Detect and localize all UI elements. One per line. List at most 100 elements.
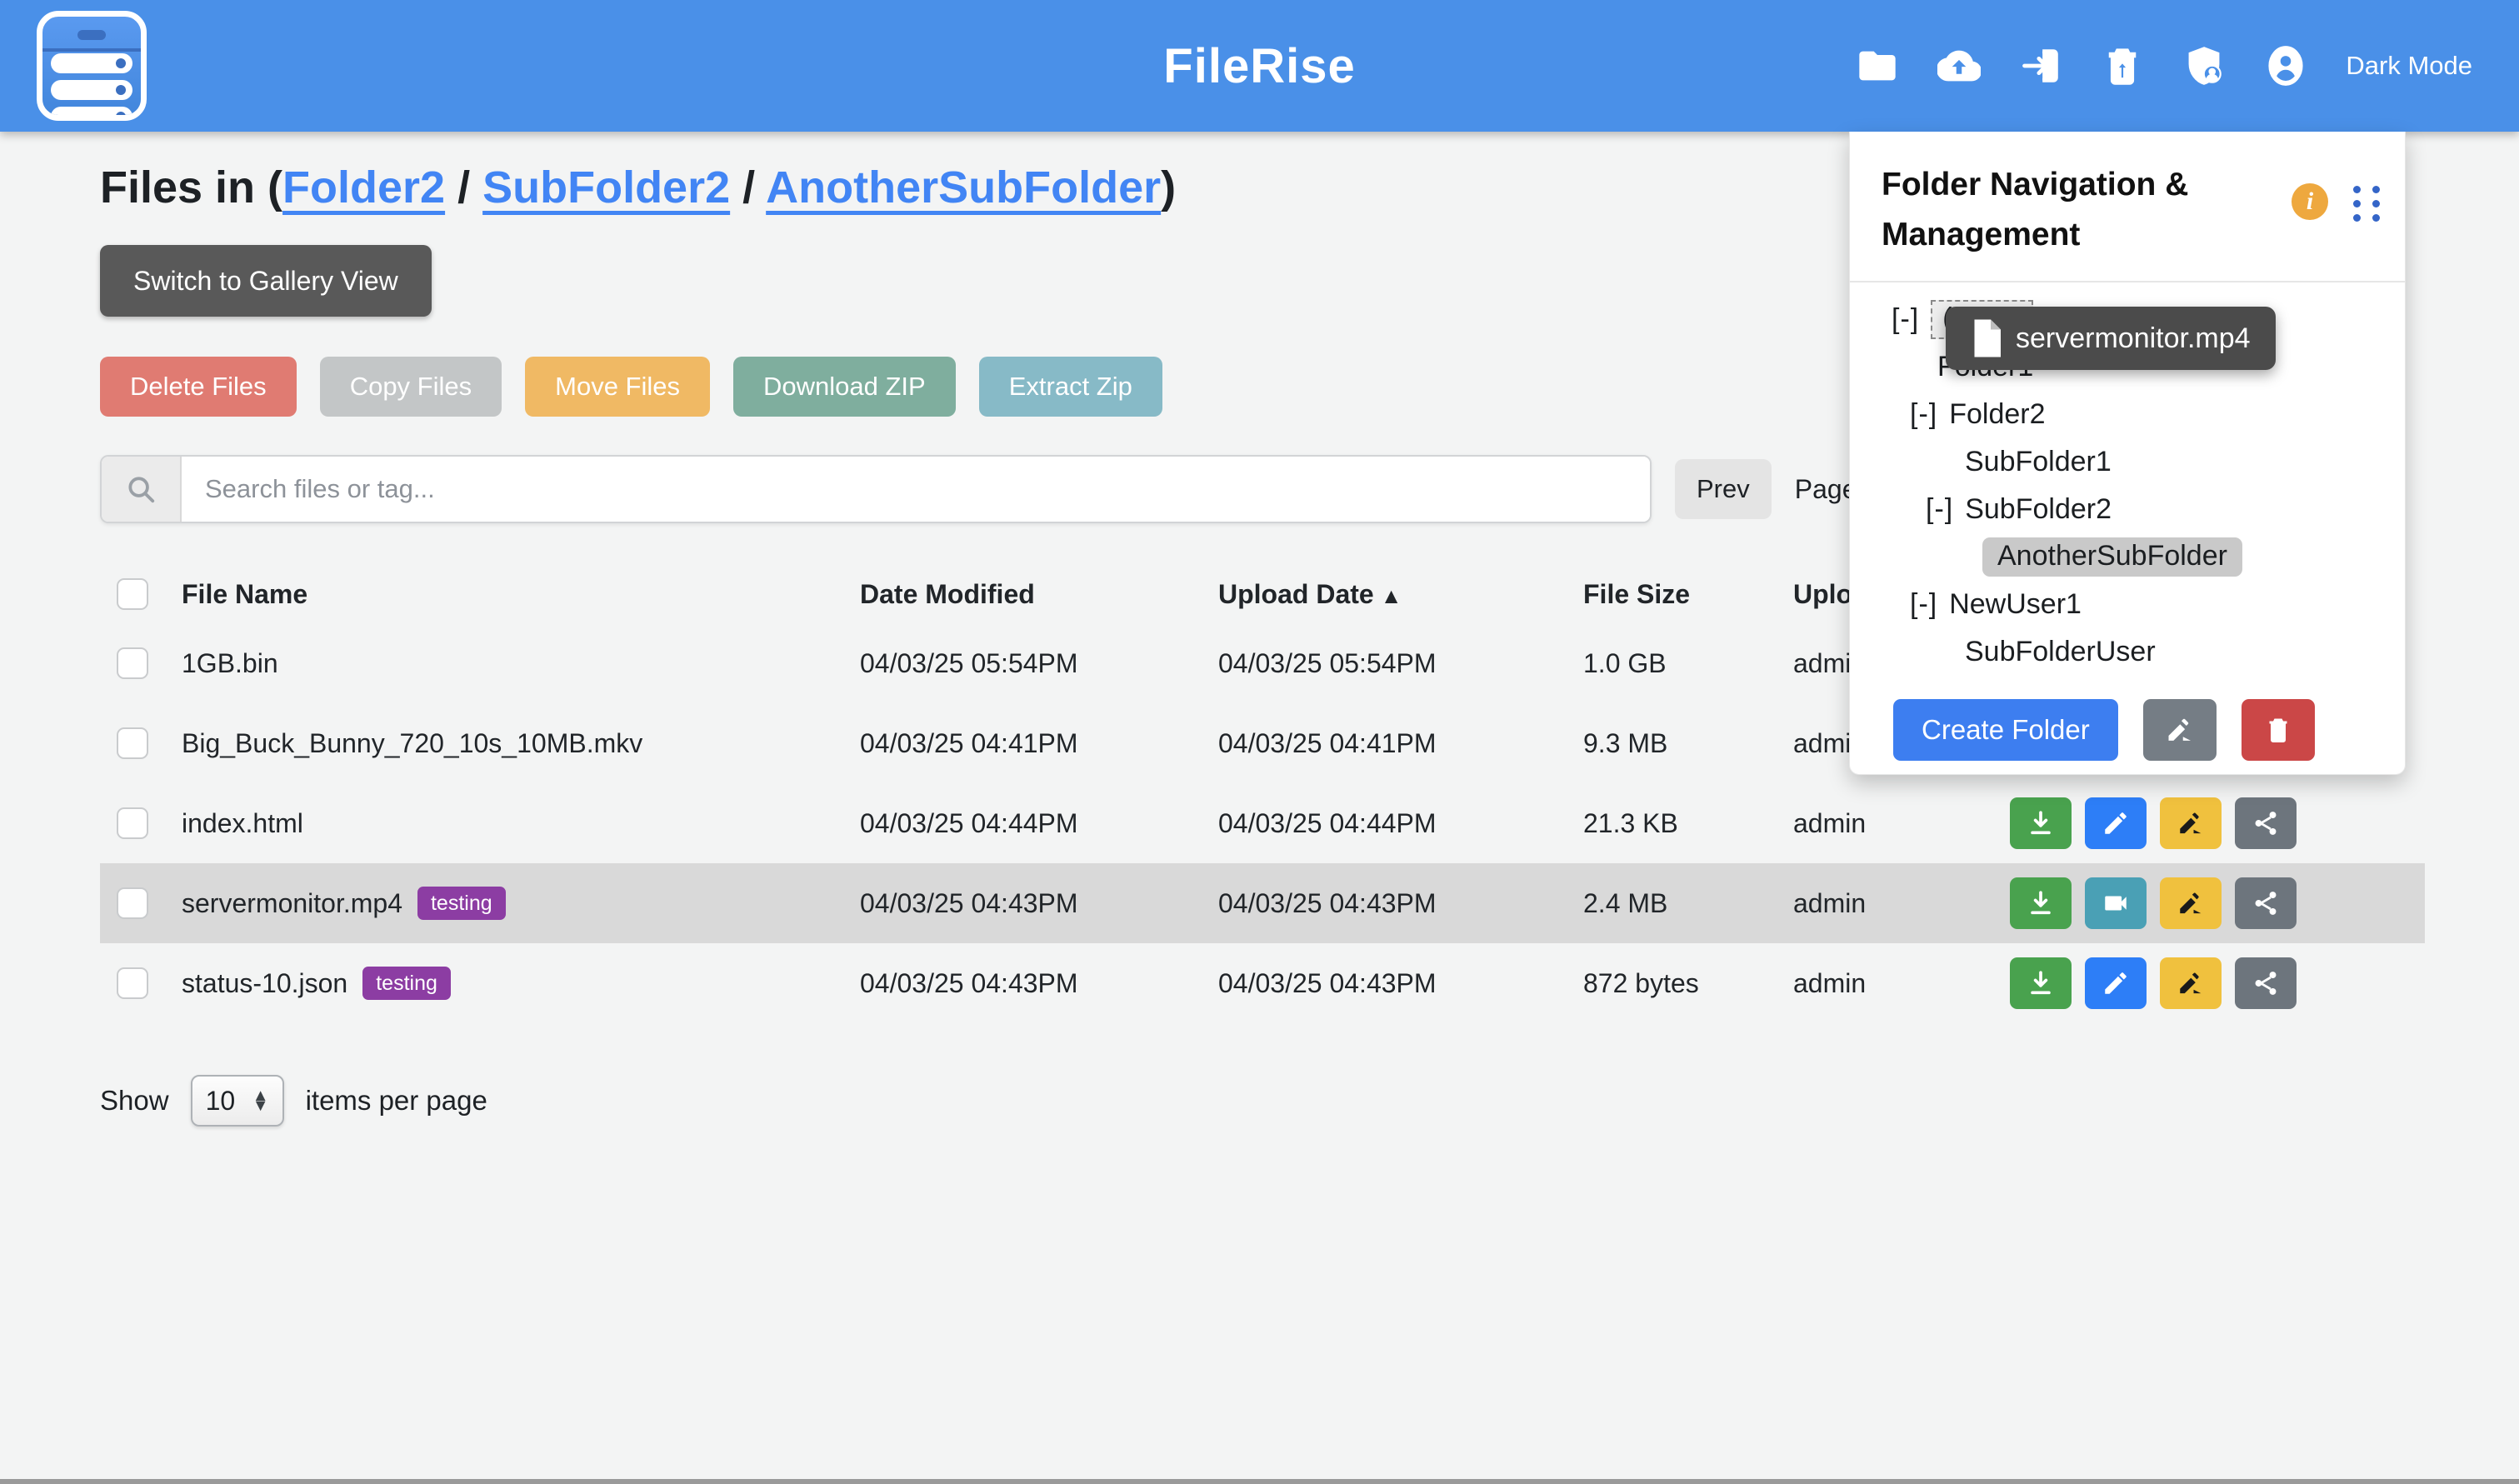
tree-item-newuser1[interactable]: [-] NewUser1: [1850, 581, 2405, 628]
tree-label[interactable]: Folder2: [1949, 397, 2046, 430]
file-name[interactable]: Big_Buck_Bunny_720_10s_10MB.mkv: [182, 727, 643, 758]
file-size: 9.3 MB: [1583, 727, 1668, 758]
create-folder-button[interactable]: Create Folder: [1893, 698, 2118, 761]
breadcrumb-link-folder2[interactable]: Folder2: [282, 162, 446, 212]
column-header-uploaded[interactable]: Upload Date ▲: [1218, 578, 1402, 609]
share-icon[interactable]: [2235, 797, 2297, 849]
file-icon: [1974, 319, 2001, 357]
tree-item-anothersubfolder[interactable]: AnotherSubFolder: [1850, 533, 2405, 581]
collapse-toggle[interactable]: [-]: [1910, 397, 1938, 430]
rename-icon[interactable]: [2160, 797, 2222, 849]
date-modified: 04/03/25 04:43PM: [860, 967, 1078, 998]
collapse-toggle[interactable]: [-]: [1910, 587, 1938, 620]
delete-folder-button[interactable]: [2241, 698, 2315, 761]
tree-label[interactable]: SubFolderUser: [1965, 635, 2156, 667]
table-header-row: File Name Date Modified Upload Date ▲ Fil…: [100, 565, 2425, 623]
delete-files-button[interactable]: Delete Files: [100, 357, 297, 417]
share-icon[interactable]: [2235, 957, 2297, 1009]
table-row-selected: servermonitor.mp4 testing 04/03/25 04:43P…: [100, 863, 2425, 943]
uploader: admin: [1793, 967, 1867, 998]
breadcrumb-link-anothersubfolder[interactable]: AnotherSubFolder: [766, 162, 1162, 212]
file-name[interactable]: servermonitor.mp4: [182, 887, 402, 918]
collapse-toggle[interactable]: [-]: [1892, 302, 1920, 335]
drag-ghost-label: servermonitor.mp4: [2016, 322, 2251, 354]
file-size: 1.0 GB: [1583, 647, 1667, 678]
crumb-separator: /: [730, 162, 767, 212]
extract-zip-button[interactable]: Extract Zip: [978, 357, 1162, 417]
cloud-upload-icon[interactable]: [1937, 44, 1982, 87]
crumb-separator: /: [445, 162, 483, 212]
uploader: admin: [1793, 807, 1867, 838]
filerise-logo-icon[interactable]: [37, 11, 147, 121]
app-title: FileRise: [1163, 38, 1356, 93]
tree-label[interactable]: SubFolder2: [1965, 492, 2112, 525]
rename-icon[interactable]: [2160, 877, 2222, 929]
items-per-page-label: items per page: [305, 1085, 487, 1116]
tree-item-subfolderuser[interactable]: SubFolderUser: [1850, 628, 2405, 676]
upload-date: 04/03/25 04:44PM: [1218, 807, 1437, 838]
download-icon[interactable]: [2010, 877, 2072, 929]
download-icon[interactable]: [2010, 797, 2072, 849]
rename-folder-button[interactable]: [2142, 698, 2217, 761]
download-zip-button[interactable]: Download ZIP: [733, 357, 956, 417]
copy-files-button[interactable]: Copy Files: [319, 357, 502, 417]
tree-item-folder2[interactable]: [-] Folder2: [1850, 391, 2405, 438]
search-icon: [102, 457, 182, 522]
tree-label-selected[interactable]: AnotherSubFolder: [1982, 537, 2242, 577]
row-checkbox[interactable]: [117, 887, 148, 919]
share-icon[interactable]: [2235, 877, 2297, 929]
column-header-size[interactable]: File Size: [1583, 578, 1691, 609]
tree-item-subfolder1[interactable]: SubFolder1: [1850, 438, 2405, 486]
show-label: Show: [100, 1085, 169, 1116]
uploader: admin: [1793, 887, 1867, 918]
crumb-suffix: ): [1161, 162, 1177, 212]
edit-icon[interactable]: [2085, 797, 2147, 849]
user-circle-icon[interactable]: [2264, 44, 2307, 87]
file-size: 2.4 MB: [1583, 887, 1668, 918]
items-per-page-select[interactable]: 10 ▲ ▼: [190, 1075, 284, 1127]
file-name[interactable]: status-10.json: [182, 967, 348, 998]
file-name[interactable]: index.html: [182, 807, 303, 838]
download-icon[interactable]: [2010, 957, 2072, 1009]
row-checkbox[interactable]: [117, 647, 148, 679]
info-icon[interactable]: i: [2292, 183, 2328, 220]
dark-mode-toggle[interactable]: Dark Mode: [2346, 51, 2472, 80]
upload-date: 04/03/25 04:43PM: [1218, 887, 1437, 918]
upload-date: 04/03/25 05:54PM: [1218, 647, 1437, 678]
folder-icon[interactable]: [1856, 44, 1899, 87]
column-header-name[interactable]: File Name: [182, 578, 308, 609]
date-modified: 04/03/25 04:43PM: [860, 887, 1078, 918]
prev-page-button[interactable]: Prev: [1675, 459, 1772, 519]
tag-badge: testing: [417, 887, 506, 920]
tree-label[interactable]: SubFolder1: [1965, 445, 2112, 477]
move-files-button[interactable]: Move Files: [525, 357, 710, 417]
login-icon[interactable]: [2019, 44, 2062, 87]
collapse-toggle[interactable]: [-]: [1926, 492, 1954, 525]
search-input[interactable]: [182, 457, 1650, 522]
select-stepper-icon: ▲ ▼: [252, 1086, 269, 1115]
date-modified: 04/03/25 05:54PM: [860, 647, 1078, 678]
shield-user-icon[interactable]: [2182, 44, 2226, 87]
date-modified: 04/03/25 04:44PM: [860, 807, 1078, 838]
column-header-modified[interactable]: Date Modified: [860, 578, 1035, 609]
row-checkbox[interactable]: [117, 727, 148, 759]
drag-handle-icon[interactable]: [2350, 183, 2383, 223]
edit-icon[interactable]: [2085, 957, 2147, 1009]
crumb-prefix: Files in (: [100, 162, 283, 212]
drag-ghost-tooltip: servermonitor.mp4: [1946, 307, 2276, 370]
file-size: 21.3 KB: [1583, 807, 1678, 838]
select-all-checkbox[interactable]: [117, 578, 148, 610]
file-size: 872 bytes: [1583, 967, 1699, 998]
row-checkbox[interactable]: [117, 967, 148, 999]
breadcrumb-link-subfolder2[interactable]: SubFolder2: [482, 162, 731, 212]
file-name[interactable]: 1GB.bin: [182, 647, 278, 678]
upload-date: 04/03/25 04:41PM: [1218, 727, 1437, 758]
tree-item-subfolder2[interactable]: [-] SubFolder2: [1850, 486, 2405, 533]
trash-restore-icon[interactable]: [2101, 44, 2144, 87]
bulk-actions-toolbar: Delete Files Copy Files Move Files Downl…: [100, 357, 2519, 417]
rename-icon[interactable]: [2160, 957, 2222, 1009]
row-checkbox[interactable]: [117, 807, 148, 839]
switch-gallery-view-button[interactable]: Switch to Gallery View: [100, 245, 432, 317]
preview-video-icon[interactable]: [2085, 877, 2147, 929]
tree-label[interactable]: NewUser1: [1949, 587, 2082, 620]
